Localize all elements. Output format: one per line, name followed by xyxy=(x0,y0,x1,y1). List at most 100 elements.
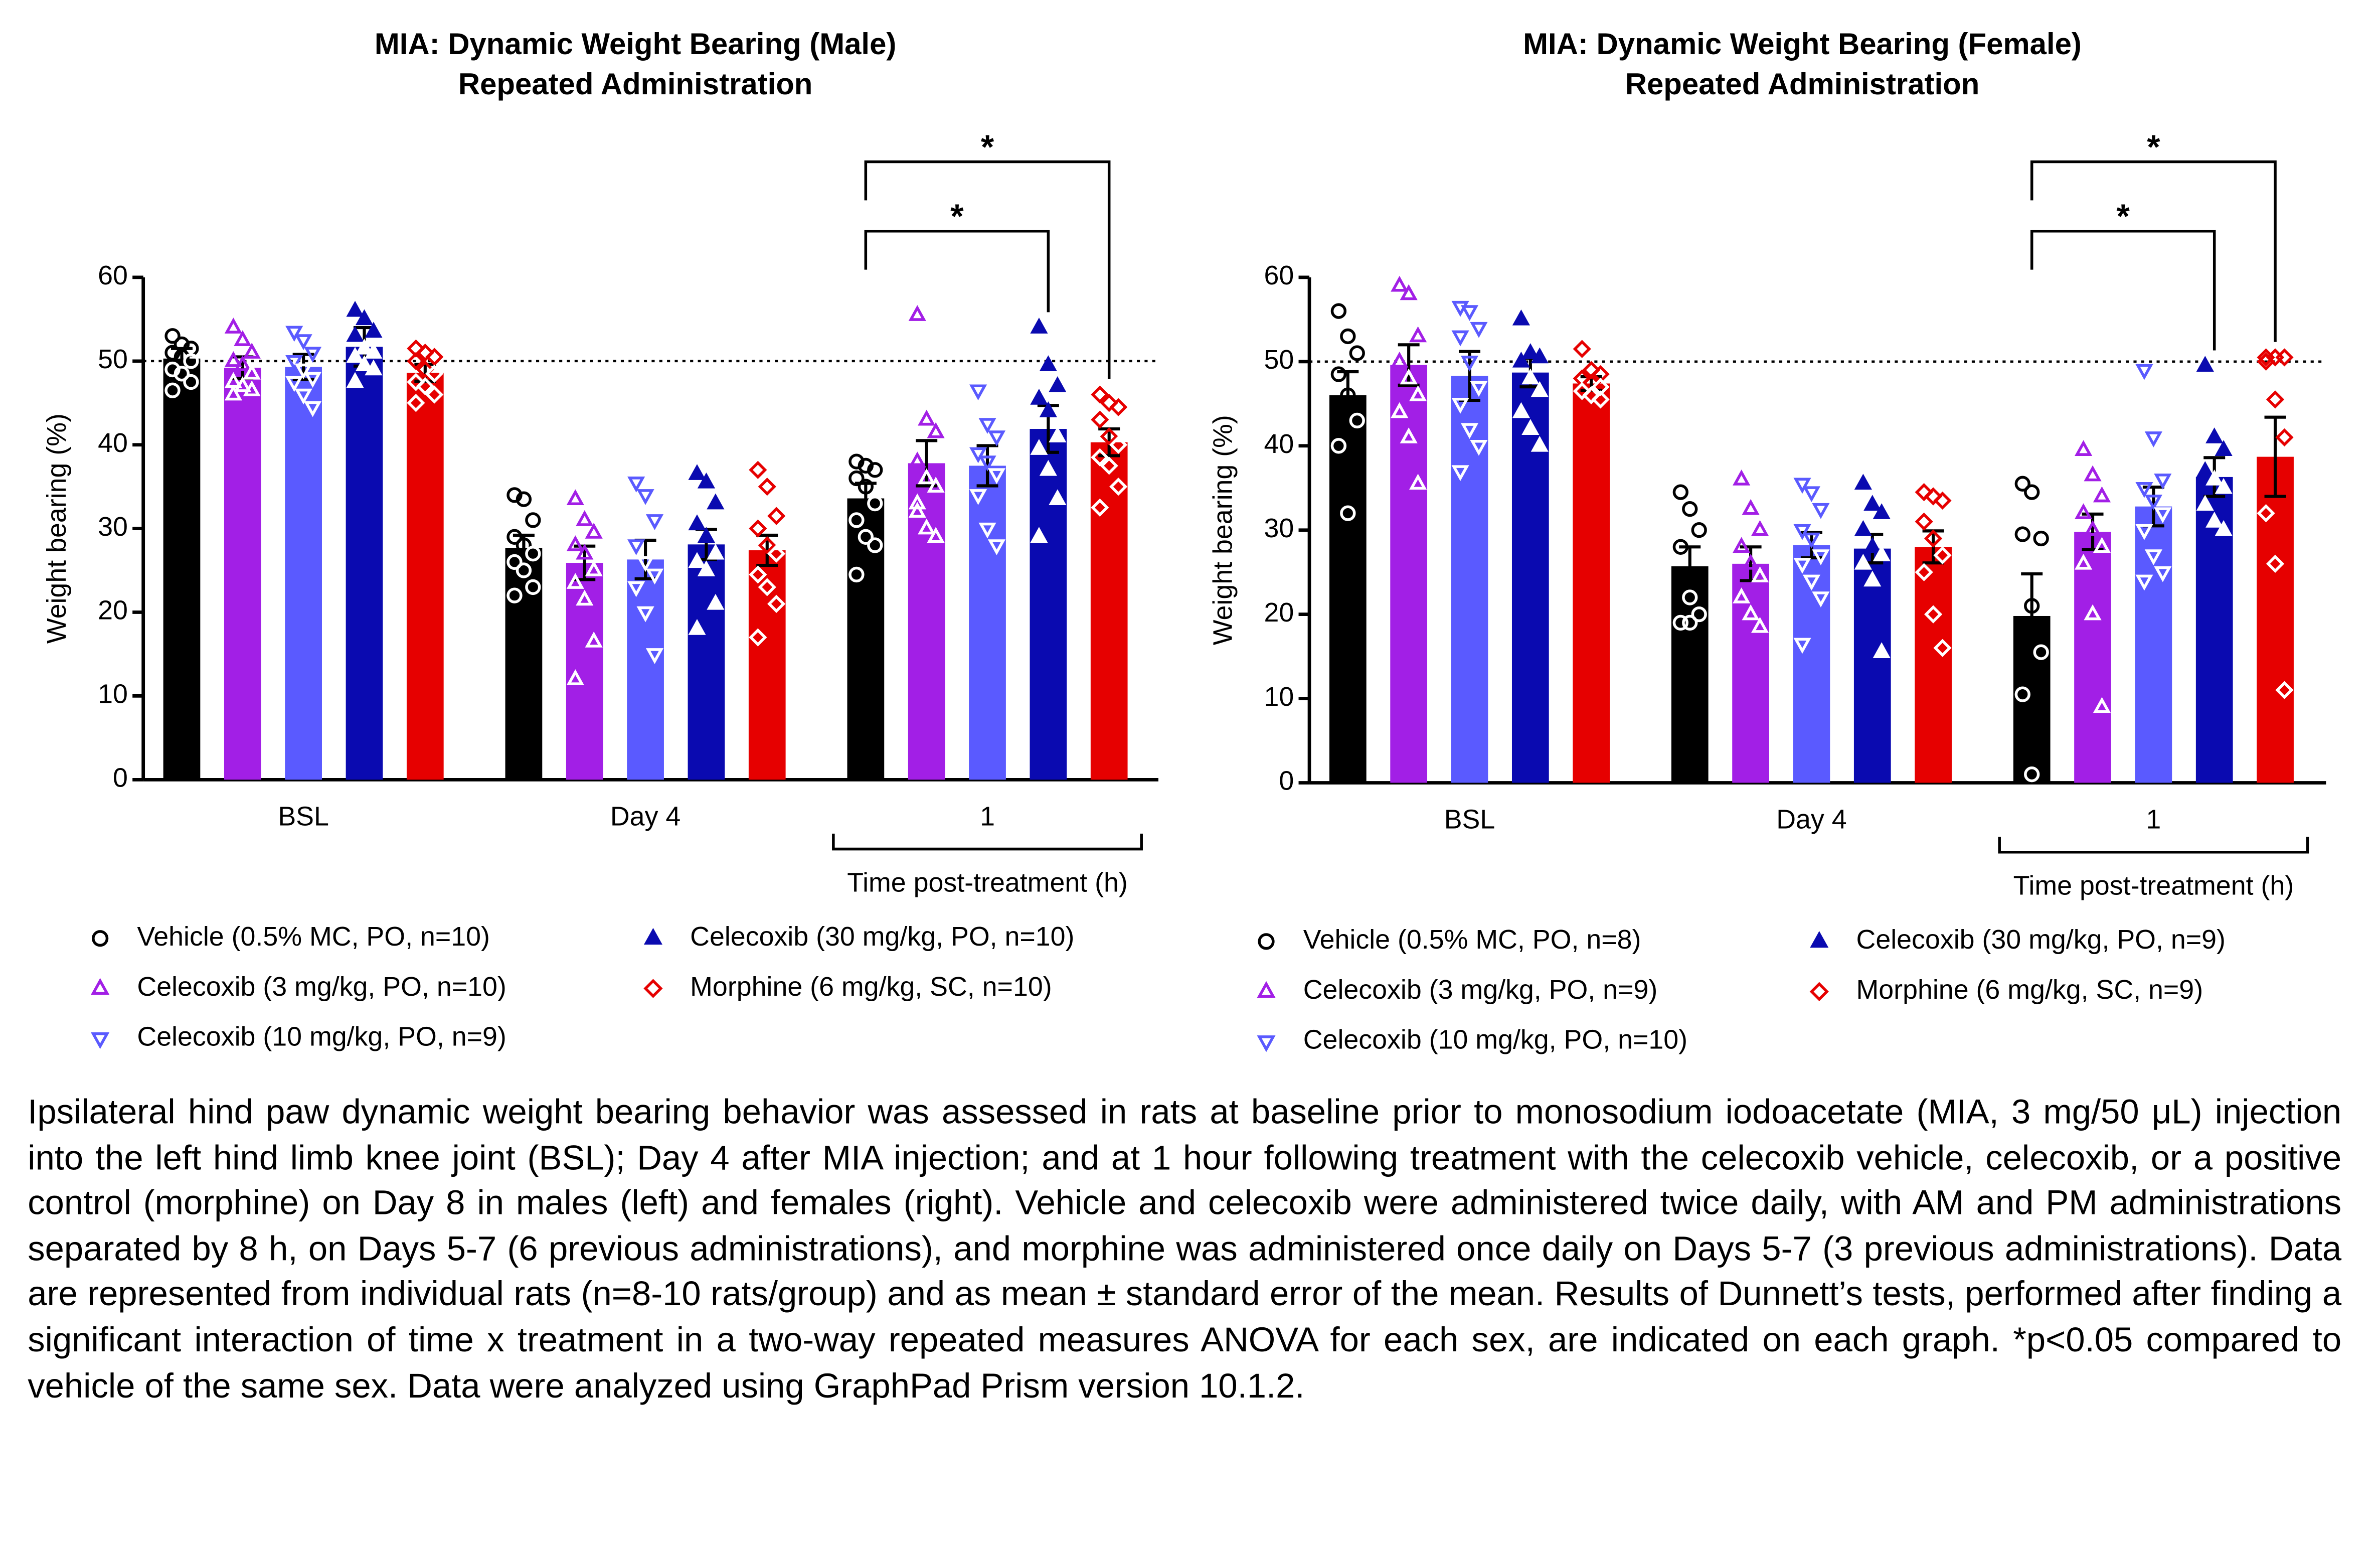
point xyxy=(1512,402,1531,418)
point xyxy=(1682,501,1698,517)
point xyxy=(2014,476,2030,492)
point xyxy=(867,495,883,512)
point xyxy=(707,543,725,560)
point xyxy=(365,322,383,338)
point xyxy=(2205,427,2224,443)
error-bar xyxy=(1337,370,1359,421)
point xyxy=(688,552,706,568)
point xyxy=(174,349,190,365)
point xyxy=(767,594,786,613)
point xyxy=(2024,484,2040,500)
y-tick-label: 20 xyxy=(1264,597,1294,628)
point xyxy=(92,930,109,947)
point xyxy=(294,363,312,380)
y-axis-label: Weight bearing (%) xyxy=(1208,415,1238,645)
point xyxy=(1682,614,1698,631)
point xyxy=(2205,512,2224,528)
point xyxy=(749,565,767,584)
point xyxy=(416,360,434,379)
group-bracket xyxy=(832,833,1143,851)
point xyxy=(174,366,190,382)
point xyxy=(1391,402,1409,418)
point xyxy=(1873,503,1891,519)
significance-bracket xyxy=(2030,160,2277,342)
point xyxy=(1521,343,1540,359)
point xyxy=(516,562,532,578)
point xyxy=(576,510,594,526)
point xyxy=(636,489,654,505)
point xyxy=(1531,347,1549,364)
point xyxy=(848,512,865,528)
point xyxy=(1793,478,1811,494)
y-tick-label: 30 xyxy=(98,512,128,542)
point xyxy=(1030,527,1048,543)
point xyxy=(978,455,996,472)
x-tick-label: BSL xyxy=(1444,804,1495,834)
point xyxy=(2093,697,2111,713)
point xyxy=(848,566,865,583)
point xyxy=(1933,639,1952,657)
point xyxy=(506,587,523,603)
point xyxy=(1512,310,1531,326)
point xyxy=(1049,489,1067,506)
point xyxy=(627,581,645,597)
point xyxy=(969,489,987,505)
point xyxy=(1691,606,1707,623)
bar xyxy=(2074,532,2111,783)
legend-label: Celecoxib (10 mg/kg, PO, n=9) xyxy=(137,1022,506,1052)
error-bar xyxy=(2082,512,2104,551)
point xyxy=(2024,598,2040,614)
point xyxy=(506,487,523,503)
point xyxy=(867,462,883,478)
point xyxy=(576,589,594,606)
point xyxy=(978,418,996,434)
point xyxy=(1854,520,1872,536)
point xyxy=(2135,524,2153,540)
point xyxy=(636,606,654,623)
point xyxy=(858,529,874,545)
legend-label: Celecoxib (10 mg/kg, PO, n=10) xyxy=(1303,1025,1687,1055)
figure: MIA: Dynamic Weight Bearing (Male) Repeat… xyxy=(42,27,2326,1055)
bar xyxy=(1390,365,1428,783)
point xyxy=(1409,385,1427,401)
significance-bracket xyxy=(2030,230,2216,351)
point xyxy=(767,507,786,525)
point xyxy=(927,477,945,493)
bar xyxy=(505,548,543,780)
point xyxy=(2215,478,2233,494)
point xyxy=(1793,558,1811,574)
bar xyxy=(1915,547,1952,783)
y-tick-label: 0 xyxy=(113,763,128,793)
chart-subtitle: Repeated Administration xyxy=(1625,67,1980,101)
point xyxy=(1340,328,1356,345)
point xyxy=(2024,766,2040,783)
point xyxy=(908,493,926,510)
point xyxy=(346,347,364,363)
point xyxy=(243,343,261,359)
point xyxy=(645,648,664,664)
point xyxy=(636,556,654,572)
point xyxy=(346,300,364,317)
legend-label: Celecoxib (3 mg/kg, PO, n=9) xyxy=(1303,975,1658,1005)
point xyxy=(224,351,242,367)
bar xyxy=(1090,442,1128,780)
point xyxy=(1582,386,1601,405)
bar xyxy=(969,466,1006,780)
point xyxy=(697,472,716,489)
point xyxy=(908,502,926,518)
bar xyxy=(406,373,444,780)
point xyxy=(1742,553,1760,570)
point xyxy=(1091,385,1109,404)
point xyxy=(224,384,242,401)
point xyxy=(425,385,444,404)
point xyxy=(2135,364,2153,380)
point xyxy=(285,355,303,371)
point xyxy=(1682,589,1698,605)
point xyxy=(1531,435,1549,452)
point xyxy=(2154,566,2172,582)
point xyxy=(2266,554,2285,573)
point xyxy=(1812,549,1830,565)
x-axis-label: Time post-treatment (h) xyxy=(2013,871,2294,901)
point xyxy=(1863,495,1882,511)
point xyxy=(1349,345,1365,361)
